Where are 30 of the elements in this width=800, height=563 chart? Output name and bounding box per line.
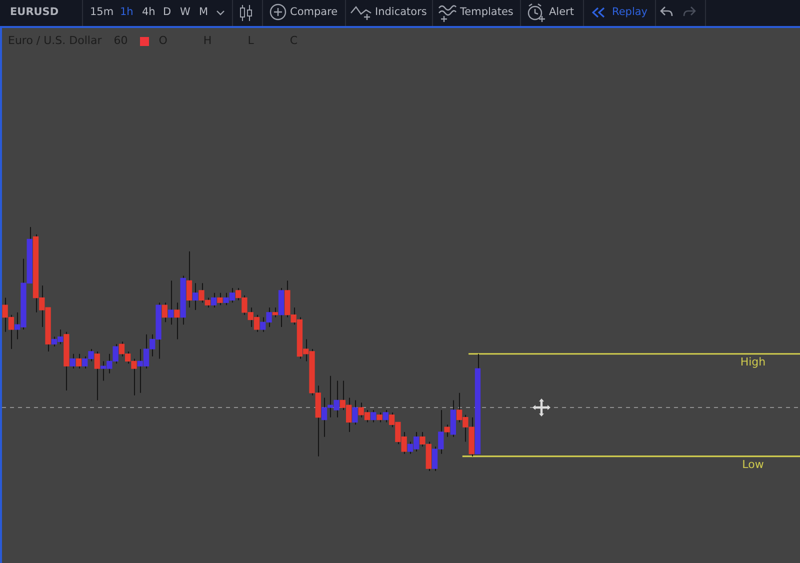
candlestick	[168, 280, 174, 326]
candlestick	[382, 410, 388, 423]
text: M	[199, 5, 208, 19]
candlestick	[186, 250, 192, 308]
candlestick	[76, 353, 82, 370]
text: Replay	[612, 5, 648, 19]
text: Alert	[549, 5, 574, 19]
candlestick	[376, 412, 382, 423]
candlestick	[210, 292, 217, 308]
text: EURUSD	[10, 5, 59, 19]
candlestick	[272, 307, 278, 318]
text: 4h	[142, 5, 156, 19]
candlestick	[217, 292, 223, 306]
candlestick	[162, 302, 168, 323]
candlestick	[174, 302, 180, 340]
text: W	[180, 5, 190, 19]
text: 15m	[90, 5, 114, 19]
text: 1h	[120, 5, 134, 19]
ref-line-label: High	[740, 356, 766, 369]
text: Indicators	[375, 5, 427, 19]
candlestick	[94, 350, 100, 401]
text: Compare	[290, 5, 338, 19]
candlestick	[70, 353, 76, 370]
candlestick	[352, 400, 358, 426]
ref-line-label: Low	[742, 458, 764, 472]
candlestick	[444, 424, 450, 438]
candlestick	[192, 282, 198, 310]
text: D	[163, 5, 172, 19]
text: Templates	[460, 5, 514, 19]
candlestick	[370, 410, 376, 423]
